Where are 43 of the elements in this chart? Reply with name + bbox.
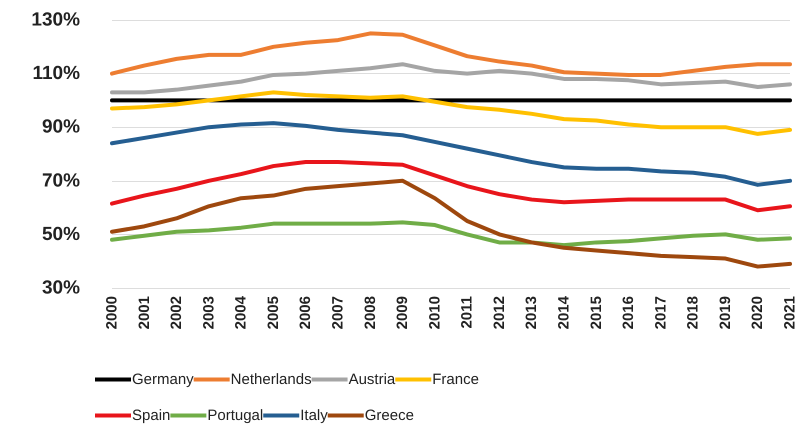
x-tick-label: 2005 [264, 296, 282, 330]
line-series [110, 31, 792, 77]
line-series [110, 178, 792, 269]
legend-label: Greece [364, 407, 414, 424]
x-tick-label: 2021 [782, 296, 798, 330]
x-tick-label: 2016 [620, 296, 638, 330]
x-tick-label: 2010 [426, 296, 444, 330]
y-tick-label: 130% [31, 10, 80, 30]
legend-label: Austria [348, 371, 396, 388]
legend-label: Italy [300, 407, 328, 424]
legend-label: Netherlands [230, 371, 312, 388]
x-tick-label: 2017 [652, 296, 670, 330]
legend-label: France [432, 371, 479, 388]
x-tick-label: 2013 [523, 296, 540, 330]
x-tick-label: 2018 [684, 296, 702, 330]
line-series [110, 62, 792, 94]
x-tick-label: 2004 [232, 295, 250, 330]
x-tick-label: 2009 [394, 296, 412, 330]
line-series [110, 220, 792, 248]
x-tick-label: 2002 [168, 296, 186, 330]
legend-label: Germany [132, 371, 194, 388]
y-tick-label: 30% [42, 278, 80, 298]
legend-label: Spain [132, 407, 170, 424]
x-tick-label: 2019 [716, 296, 734, 330]
y-tick-label: 50% [42, 224, 80, 245]
x-tick-label: 2011 [458, 296, 476, 329]
line-series [110, 121, 792, 187]
line-series [110, 90, 792, 136]
x-tick-label: 2015 [588, 296, 605, 330]
x-tick-label: 2000 [104, 296, 120, 330]
y-tick-label: 90% [42, 116, 80, 138]
x-tick-label: 2012 [490, 296, 508, 330]
y-tick-label: 70% [42, 170, 80, 192]
legend-label: Portugal [207, 407, 264, 424]
x-tick-label: 2020 [749, 296, 766, 330]
x-tick-label: 2001 [136, 296, 153, 330]
x-tick-label: 2014 [556, 295, 572, 330]
x-tick-label: 2007 [330, 296, 346, 330]
x-tick-label: 2003 [200, 296, 218, 330]
x-tick-label: 2008 [362, 296, 379, 330]
y-tick-label: 110% [32, 63, 80, 84]
line-series [110, 160, 792, 212]
x-tick-label: 2006 [297, 296, 314, 330]
